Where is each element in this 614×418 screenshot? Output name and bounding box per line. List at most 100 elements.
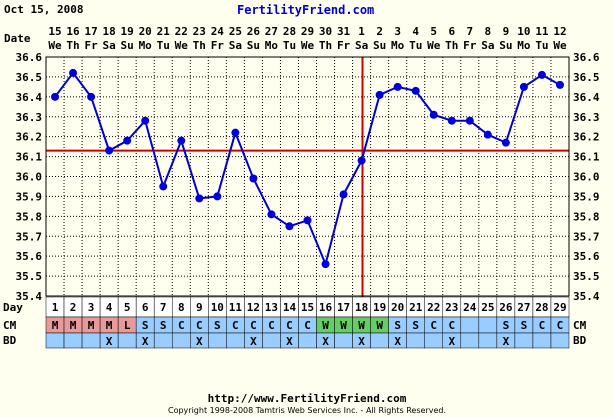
weekday-label: Th <box>445 39 458 52</box>
cycle-day-number: 7 <box>160 301 167 314</box>
cm-value: M <box>106 319 113 332</box>
cycle-day-number: 22 <box>427 301 440 314</box>
bd-cell <box>81 332 101 349</box>
y-tick-label-left: 35.4 <box>16 290 43 303</box>
cm-value: W <box>340 319 347 332</box>
y-tick-label-left: 36.4 <box>16 91 43 104</box>
weekday-label: Sa <box>481 39 494 52</box>
cycle-day-number: 1 <box>52 301 59 314</box>
cm-value: C <box>196 319 203 332</box>
bd-cell <box>63 332 83 349</box>
temperature-point <box>555 80 564 89</box>
weekday-label: We <box>427 39 441 52</box>
bd-cell <box>460 332 480 349</box>
cm-value: W <box>358 319 365 332</box>
date-label: 23 <box>193 25 206 38</box>
row-label-bg <box>0 317 46 348</box>
y-tick-label-right: 36.4 <box>573 91 600 104</box>
date-label: 22 <box>175 25 188 38</box>
temperature-point <box>357 156 366 165</box>
cm-value: S <box>503 319 510 332</box>
cycle-day-number: 11 <box>229 301 243 314</box>
bd-value: X <box>196 335 203 348</box>
weekday-label: Su <box>499 39 512 52</box>
date-label: 16 <box>66 25 80 38</box>
y-tick-label-left: 36.6 <box>16 51 43 64</box>
temperature-point <box>375 90 384 99</box>
temperature-point <box>105 146 114 155</box>
cm-value: C <box>557 319 564 332</box>
temperature-point <box>339 190 348 199</box>
y-tick-label-left: 35.8 <box>16 210 43 223</box>
temperature-point <box>141 116 150 125</box>
date-label: 31 <box>337 25 351 38</box>
weekday-label: Mo <box>517 39 531 52</box>
cm-value: S <box>214 319 221 332</box>
temperature-point <box>519 82 528 91</box>
bd-cell <box>406 332 425 349</box>
y-tick-label-left: 35.7 <box>16 230 43 243</box>
footer-url-link[interactable]: http://www.FertilityFriend.com <box>207 392 407 405</box>
weekday-label: Su <box>247 39 260 52</box>
cm-value: S <box>142 319 149 332</box>
temperature-point <box>231 128 240 137</box>
bd-row-label-right: BD <box>573 334 587 347</box>
weekday-label: Sa <box>229 39 242 52</box>
cm-cell <box>460 316 480 334</box>
weekday-label: We <box>48 39 62 52</box>
bd-cell <box>550 332 570 349</box>
temperature-point <box>483 130 492 139</box>
cycle-day-number: 24 <box>463 301 477 314</box>
date-label: 8 <box>485 25 492 38</box>
cycle-day-number: 28 <box>535 301 548 314</box>
cycle-day-number: 12 <box>247 301 260 314</box>
y-tick-label-left: 35.6 <box>16 250 43 263</box>
date-label: 1 <box>358 25 365 38</box>
day-row-label: Day <box>3 301 23 314</box>
y-tick-label-right: 35.7 <box>573 230 600 243</box>
bd-cell <box>45 332 65 349</box>
date-label: 15 <box>48 25 61 38</box>
temperature-point <box>303 216 312 225</box>
weekday-label: We <box>301 39 315 52</box>
date-label: 2 <box>376 25 383 38</box>
date-label: 30 <box>319 25 332 38</box>
cm-value: M <box>70 319 77 332</box>
weekday-label: Tu <box>283 39 296 52</box>
cm-value: S <box>160 319 167 332</box>
bd-cell <box>208 332 227 349</box>
cm-value: C <box>286 319 293 332</box>
temperature-point <box>285 222 294 231</box>
date-label: 21 <box>157 25 171 38</box>
cycle-day-number: 26 <box>499 301 513 314</box>
cm-value: S <box>521 319 528 332</box>
bd-value: X <box>358 335 365 348</box>
bd-value: X <box>106 335 113 348</box>
footer-copyright: Copyright 1998-2008 Tamtris Web Services… <box>167 406 447 415</box>
cm-value: C <box>250 319 257 332</box>
weekday-label: Th <box>193 39 206 52</box>
weekday-label: We <box>553 39 567 52</box>
date-label: 12 <box>553 25 566 38</box>
weekday-label: Fr <box>211 39 225 52</box>
date-label: 3 <box>394 25 401 38</box>
bd-cell <box>424 332 444 349</box>
weekday-label: Th <box>66 39 79 52</box>
cycle-day-number: 8 <box>178 301 185 314</box>
y-tick-label-left: 36.3 <box>16 111 43 124</box>
temperature-point <box>69 68 78 77</box>
cycle-day-number: 23 <box>445 301 458 314</box>
site-title-link[interactable]: FertilityFriend.com <box>237 3 375 17</box>
cycle-day-number: 2 <box>70 301 77 314</box>
weekday-label: Mo <box>265 39 279 52</box>
bd-cell <box>153 332 173 349</box>
bd-value: X <box>503 335 510 348</box>
y-tick-label-right: 36.0 <box>573 171 600 184</box>
cm-value: S <box>412 319 419 332</box>
date-label: 20 <box>139 25 152 38</box>
temperature-point <box>321 260 330 269</box>
cycle-day-number: 13 <box>265 301 278 314</box>
temperature-point <box>249 174 258 183</box>
bd-value: X <box>394 335 401 348</box>
